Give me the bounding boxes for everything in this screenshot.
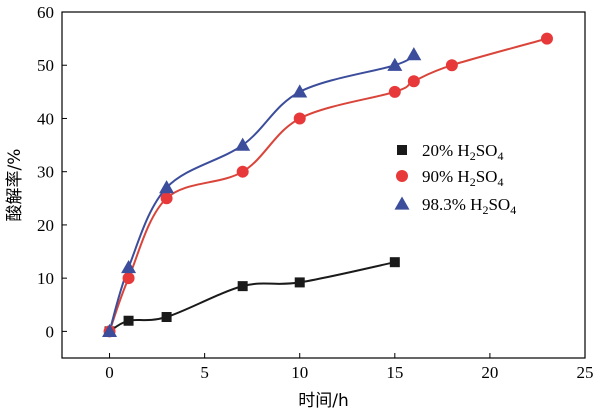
data-point-series-2 <box>407 75 420 88</box>
data-point-series-3 <box>121 260 137 274</box>
data-point-series-2 <box>445 59 458 72</box>
legend-label-part: 90% H <box>422 167 470 186</box>
plot-frame <box>61 11 586 359</box>
y-tick-label: 0 <box>46 322 55 341</box>
x-tick-label: 25 <box>577 363 593 382</box>
legend-label-part: 4 <box>497 149 503 163</box>
data-markers <box>102 32 553 338</box>
data-point-series-2 <box>293 112 306 125</box>
legend-label-part: 4 <box>510 203 516 217</box>
data-point-series-1 <box>389 257 400 268</box>
data-point-series-3 <box>159 180 175 194</box>
legend-marker-1 <box>397 145 407 155</box>
series-line-1 <box>109 261 396 333</box>
y-tick-label: 60 <box>37 3 54 22</box>
y-tick-label: 20 <box>37 216 54 235</box>
legend-label-2: 90% H2SO4 <box>422 167 503 189</box>
legend-label-part: 98.3% H <box>422 195 482 214</box>
data-point-series-1 <box>237 281 248 292</box>
y-tick-label: 30 <box>37 163 54 182</box>
data-point-series-3 <box>387 57 403 71</box>
legend-label-part: SO <box>488 195 510 214</box>
y-tick-label: 50 <box>37 56 54 75</box>
axes <box>61 11 586 359</box>
x-tick-label: 10 <box>291 363 308 382</box>
x-tick-label: 20 <box>481 363 498 382</box>
legend-label-part: 2 <box>470 149 476 163</box>
data-point-series-2 <box>122 272 135 285</box>
data-point-series-1 <box>161 312 172 323</box>
data-point-series-1 <box>294 277 305 288</box>
data-point-series-2 <box>388 85 401 98</box>
y-axis-title: 酸解率/% <box>5 149 25 222</box>
legend-marker-2 <box>396 170 408 182</box>
data-point-series-3 <box>235 137 251 151</box>
legend-label-part: SO <box>476 141 498 160</box>
x-tick-label: 0 <box>105 363 114 382</box>
data-point-series-3 <box>292 84 308 98</box>
series-line-3 <box>108 53 415 332</box>
data-point-series-3 <box>406 47 422 61</box>
legend-marker-3 <box>394 196 410 210</box>
x-tick-label: 5 <box>200 363 209 382</box>
data-point-series-2 <box>540 32 553 45</box>
data-point-series-3 <box>102 323 118 338</box>
data-point-series-2 <box>236 165 249 178</box>
data-point-series-2 <box>160 192 173 205</box>
legend-label-part: 20% H <box>422 141 470 160</box>
x-axis-title: 时间/h <box>298 391 349 411</box>
y-tick-label: 10 <box>37 269 54 288</box>
x-tick-label: 15 <box>386 363 403 382</box>
legend-label-part: 2 <box>470 175 476 189</box>
ticks: 0 5 10 15 20 25 0 10 20 30 40 50 60 <box>37 3 593 382</box>
y-tick-label: 40 <box>37 109 54 128</box>
legend-label-part: 4 <box>497 175 503 189</box>
legend-label-1: 20% H2SO4 <box>422 141 503 163</box>
data-point-series-1 <box>123 315 134 326</box>
legend-label-part: SO <box>476 167 498 186</box>
legend-label-part: 2 <box>482 203 488 217</box>
legend-label-3: 98.3% H2SO4 <box>422 195 516 217</box>
